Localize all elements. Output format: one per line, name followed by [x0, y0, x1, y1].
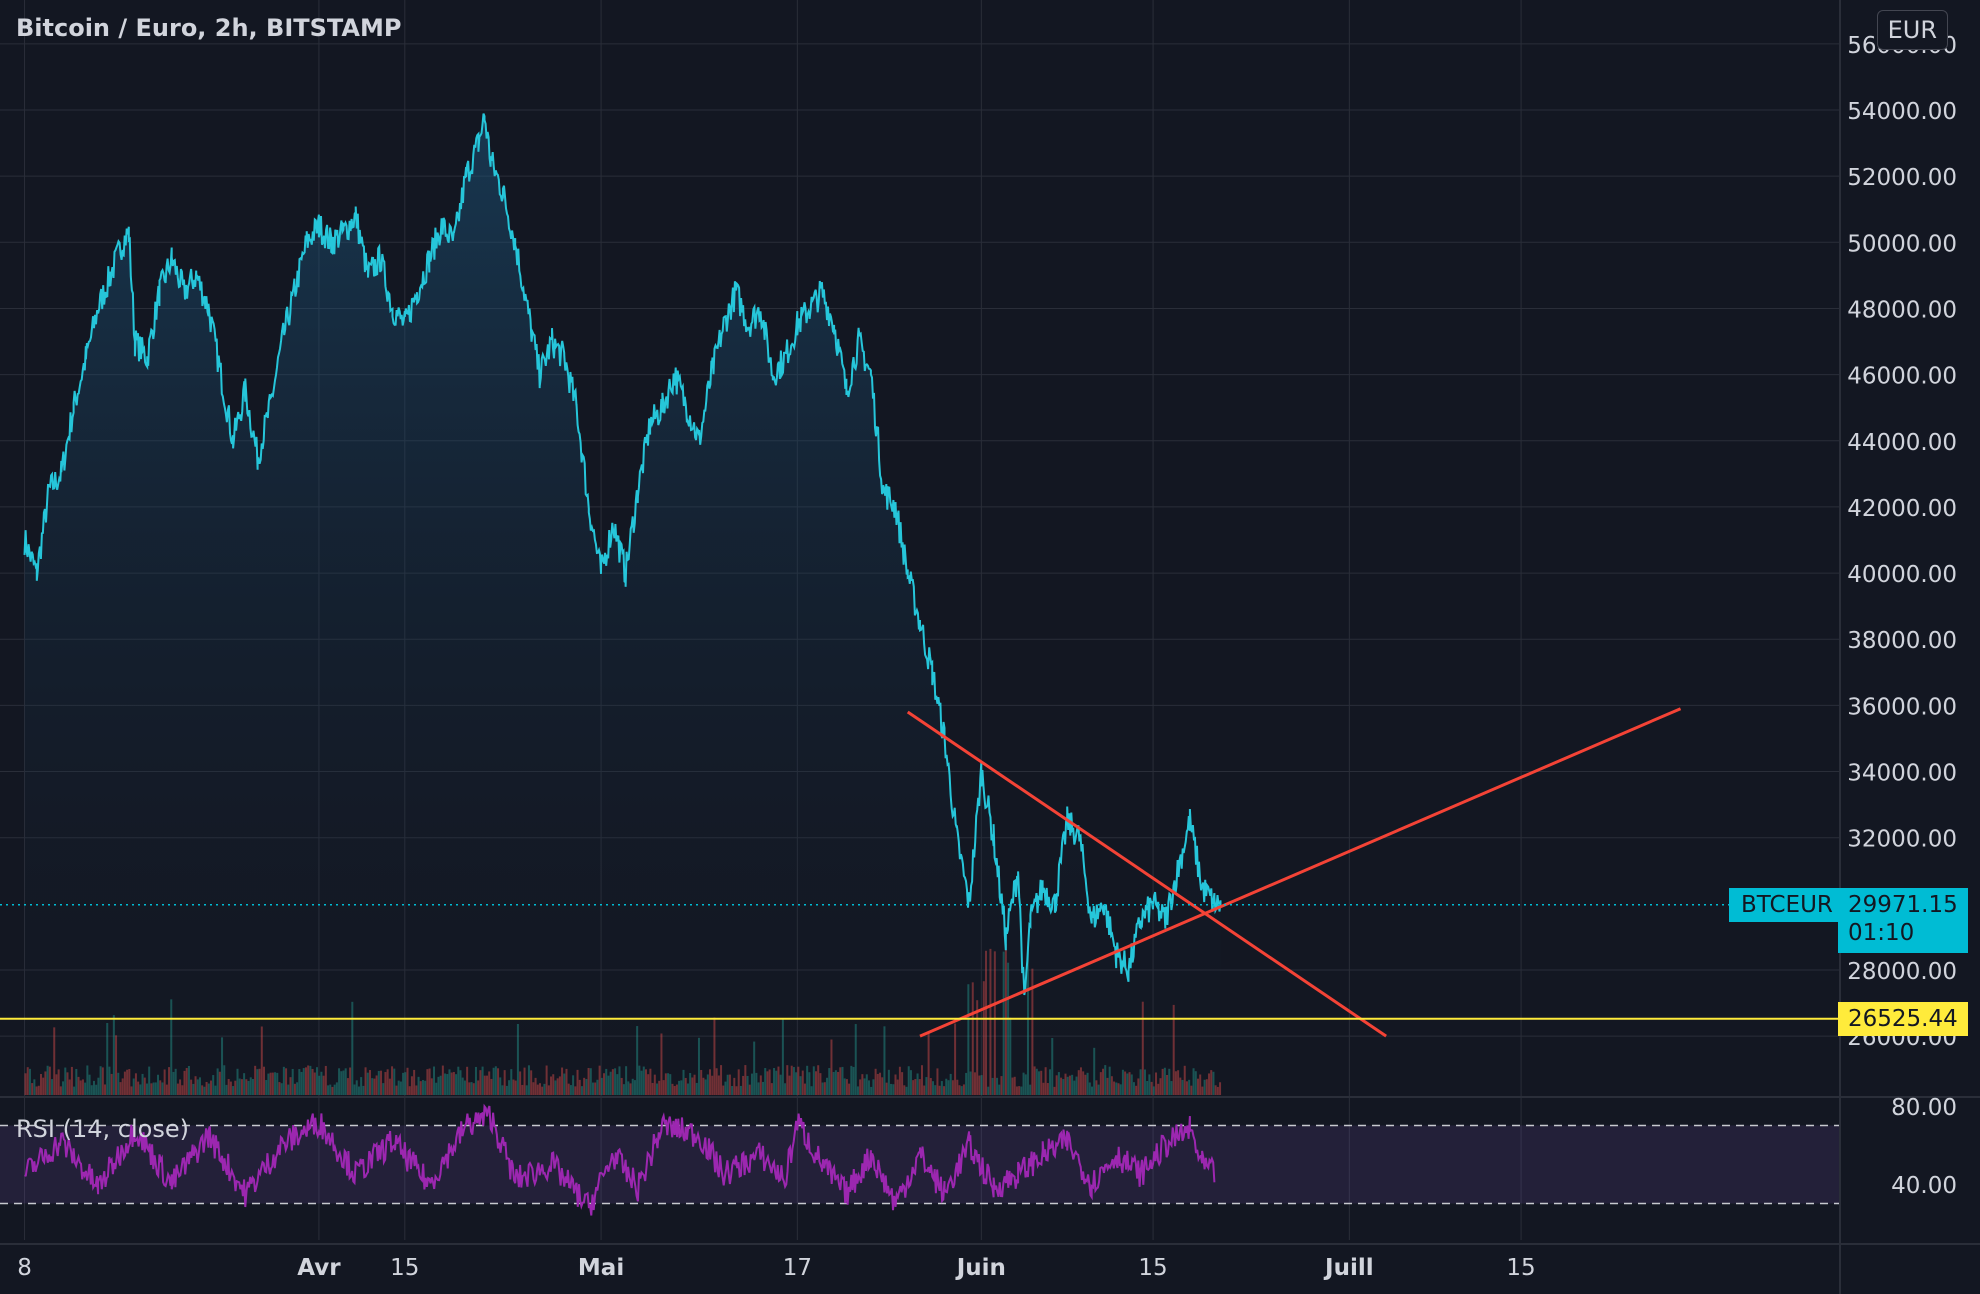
price-tick-label: 28000.00 — [1847, 959, 1957, 985]
price-area-fill — [24, 113, 1221, 1096]
countdown: 01:10 — [1848, 920, 1915, 946]
symbol-label: BTCEUR — [1729, 888, 1845, 922]
rsi-band — [0, 1125, 1840, 1204]
date-tick-label: 15 — [1138, 1255, 1167, 1281]
price-tick-label: 50000.00 — [1847, 231, 1957, 257]
rsi-tick-label: 40.00 — [1891, 1173, 1957, 1199]
trendlines — [906, 707, 1682, 1038]
current-price-value: 29971.15 — [1848, 892, 1958, 918]
price-tick-label: 34000.00 — [1847, 761, 1957, 787]
date-tick-label: Juill — [1323, 1255, 1374, 1281]
date-tick-label: Avr — [297, 1255, 341, 1281]
date-tick-label: Juin — [955, 1255, 1006, 1281]
trendline — [906, 710, 1387, 1038]
date-tick-label: Mai — [578, 1255, 624, 1281]
support-price-label: 26525.44 — [1838, 1002, 1968, 1036]
date-tick-label: 17 — [783, 1255, 812, 1281]
price-tick-label: 46000.00 — [1847, 364, 1957, 390]
current-price-label: 29971.15 01:10 — [1838, 888, 1968, 953]
currency-badge[interactable]: EUR — [1876, 10, 1948, 50]
date-tick-label: 8 — [17, 1255, 32, 1281]
date-tick-label: 15 — [390, 1255, 419, 1281]
price-tick-label: 44000.00 — [1847, 430, 1957, 456]
price-tick-label: 40000.00 — [1847, 562, 1957, 588]
price-tick-label: 38000.00 — [1847, 628, 1957, 654]
price-tick-label: 48000.00 — [1847, 297, 1957, 323]
price-tick-label: 42000.00 — [1847, 496, 1957, 522]
date-tick-label: 15 — [1506, 1255, 1535, 1281]
price-area — [23, 113, 1222, 1096]
rsi-tick-label: 80.00 — [1891, 1095, 1957, 1121]
price-tick-label: 54000.00 — [1847, 99, 1957, 125]
trendline — [919, 707, 1682, 1038]
chart-title: Bitcoin / Euro, 2h, BITSTAMP — [16, 14, 402, 42]
price-levels — [0, 904, 1840, 1020]
rsi-line — [24, 1103, 1216, 1216]
price-tick-label: 36000.00 — [1847, 694, 1957, 720]
rsi-title: RSI (14, close) — [16, 1115, 189, 1143]
rsi-pane — [0, 1103, 1840, 1216]
price-tick-label: 32000.00 — [1847, 827, 1957, 853]
price-tick-label: 52000.00 — [1847, 165, 1957, 191]
price-line — [23, 113, 1222, 996]
